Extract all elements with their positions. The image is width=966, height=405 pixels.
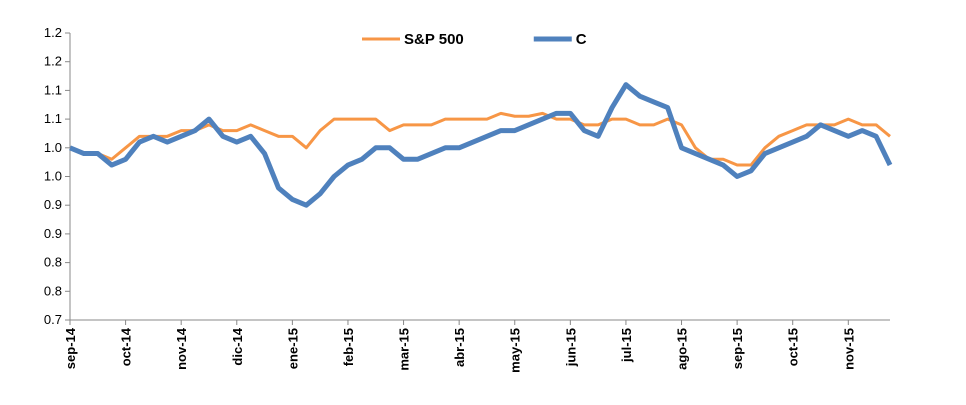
x-tick-label: sep-15 — [730, 328, 745, 369]
y-tick-label: 0.9 — [44, 226, 62, 241]
y-tick-label: 1.2 — [44, 25, 62, 40]
y-tick-label: 0.8 — [44, 255, 62, 270]
x-tick-label: ago-15 — [675, 328, 690, 370]
legend-label: C — [576, 31, 587, 48]
x-tick-label: sep-14 — [63, 327, 78, 369]
x-tick-label: oct-15 — [786, 328, 801, 366]
y-tick-label: 1.0 — [44, 169, 62, 184]
y-tick-label: 1.1 — [44, 82, 62, 97]
x-tick-label: mar-15 — [397, 328, 412, 371]
y-tick-label: 0.7 — [44, 312, 62, 327]
y-tick-label: 1.2 — [44, 54, 62, 69]
x-tick-label: jul-15 — [619, 328, 634, 363]
x-tick-label: ene-15 — [285, 328, 300, 369]
line-series — [69, 111, 891, 167]
x-tick-label: nov-14 — [174, 327, 189, 370]
line-series — [69, 82, 893, 208]
x-tick-label: nov-15 — [841, 328, 856, 370]
y-tick-label: 1.1 — [44, 111, 62, 126]
x-tick-label: dic-14 — [230, 327, 245, 365]
y-tick-label: 0.9 — [44, 197, 62, 212]
x-tick-label: jun-15 — [563, 328, 578, 367]
x-tick-label: oct-14 — [119, 327, 134, 366]
x-tick-label: abr-15 — [452, 328, 467, 367]
y-tick-label: 1.0 — [44, 140, 62, 155]
x-tick-label: feb-15 — [341, 328, 356, 366]
y-tick-label: 0.8 — [44, 283, 62, 298]
legend-label: S&P 500 — [404, 31, 464, 48]
x-tick-label: may-15 — [508, 328, 523, 373]
